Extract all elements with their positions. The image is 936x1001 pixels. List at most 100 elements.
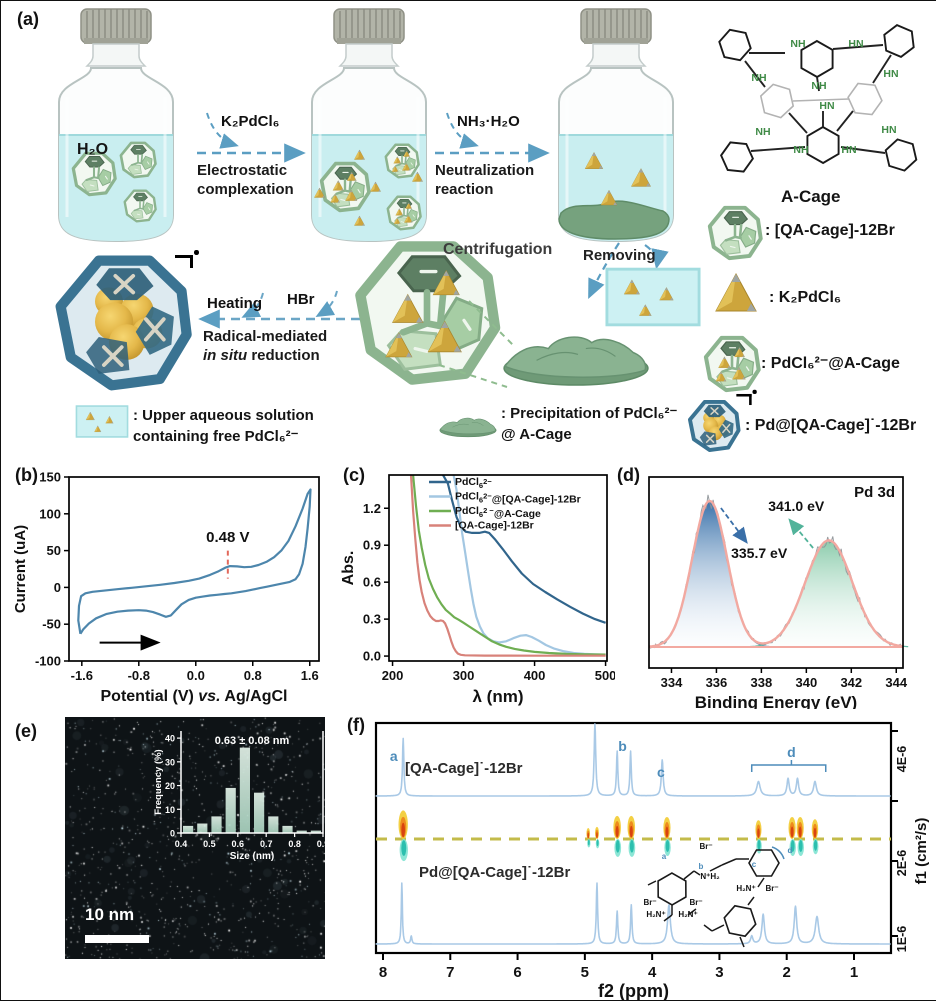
step2-name: Neutralization reaction — [435, 162, 535, 198]
cv-chart: -100 -50 0 50 100 150 -1.6 -0.8 0.0 0.8 1.6 Current… — [12, 470, 320, 705]
svg-text:Size (nm): Size (nm) — [230, 851, 274, 861]
svg-text:150: 150 — [39, 470, 61, 485]
svg-text:20: 20 — [165, 781, 175, 791]
svg-text:PdCl62−: PdCl62− — [455, 476, 492, 490]
svg-text:200: 200 — [382, 668, 404, 683]
svg-text:H₂N⁺: H₂N⁺ — [646, 910, 665, 919]
svg-text:-100: -100 — [35, 654, 61, 669]
svg-text:334: 334 — [661, 675, 683, 690]
legend-item-pd-cage: : Pd@[QA-Cage]˙-12Br — [745, 417, 917, 434]
svg-text:Potential (V) vs. Ag/AgCl: Potential (V) vs. Ag/AgCl — [101, 688, 288, 705]
size-histogram: 0 10 20 30 40 0.4 0.5 0.6 0.7 0.8 0.9 0.63 ± 0.08 n… — [153, 731, 329, 861]
svg-text:NH: NH — [793, 144, 808, 156]
svg-text:NH: NH — [811, 80, 826, 92]
molecule-inset: a b c d Br⁻ Br⁻ Br⁻ Br⁻ N⁺H₂ H₂N⁺ H₂N⁺ H₂N⁺ — [643, 842, 793, 948]
svg-text:Br⁻: Br⁻ — [765, 884, 778, 893]
svg-text:H₂N⁺: H₂N⁺ — [678, 910, 697, 919]
svg-text:NH: NH — [790, 38, 805, 50]
removing-arrow — [644, 244, 669, 270]
svg-text:b: b — [699, 862, 704, 871]
svg-text:PdCl62 −@A-Cage: PdCl62 −@A-Cage — [455, 505, 541, 520]
svg-text:0.8: 0.8 — [244, 668, 262, 683]
panel-a-label: (a) — [17, 9, 39, 29]
svg-text:0.8: 0.8 — [288, 839, 301, 849]
pd-cage-icon — [61, 261, 187, 386]
svg-text:HN: HN — [883, 68, 898, 80]
svg-text:0.63 ± 0.08 nm: 0.63 ± 0.08 nm — [215, 735, 290, 747]
panel-c-label: (c) — [343, 465, 365, 485]
legend-precipitate-icon — [439, 417, 497, 438]
svg-text:500: 500 — [595, 668, 615, 683]
legend-pdcl6-acage-icon — [706, 338, 759, 390]
svg-text:HN: HN — [848, 38, 863, 50]
h2o-label: H₂O — [77, 141, 109, 158]
svg-text:0.48 V: 0.48 V — [206, 529, 249, 546]
legend-qa-cage-icon — [707, 205, 763, 261]
radical-symbol — [736, 389, 757, 406]
legend-item-solution: : Upper aqueous solution containing free… — [133, 407, 314, 445]
svg-text:100: 100 — [39, 506, 61, 521]
svg-text:HN: HN — [841, 144, 856, 156]
svg-text:400: 400 — [524, 668, 546, 683]
svg-text:4E-6: 4E-6 — [895, 746, 909, 772]
svg-text:0.4: 0.4 — [175, 839, 188, 849]
svg-text:d: d — [788, 846, 793, 855]
svg-text:0.9: 0.9 — [363, 538, 381, 553]
svg-text:4: 4 — [648, 964, 657, 981]
cage-with-pdcl6-icon — [322, 164, 369, 211]
svg-text:2: 2 — [783, 964, 791, 981]
removed-solution-box — [607, 269, 699, 325]
svg-text:HN: HN — [881, 124, 896, 136]
legend-k2pdcl6-icon — [715, 273, 757, 312]
svg-text:0.9: 0.9 — [317, 839, 329, 849]
svg-text:-50: -50 — [42, 617, 61, 632]
svg-text:N⁺H₂: N⁺H₂ — [700, 872, 720, 881]
svg-text:0.0: 0.0 — [187, 668, 205, 683]
legend-item-precipitate: : Precipitation of PdCl₆²⁻ @ A-Cage — [501, 405, 678, 443]
scalebar — [85, 935, 149, 943]
svg-text:HN: HN — [819, 100, 834, 112]
svg-text:0.7: 0.7 — [260, 839, 273, 849]
svg-text:0.6: 0.6 — [232, 839, 245, 849]
legend-item-pdcl6-acage: : PdCl₆²⁻@A-Cage — [761, 355, 900, 372]
svg-text:NH: NH — [751, 72, 766, 84]
qa-cage-icon — [123, 189, 157, 223]
svg-text:-0.8: -0.8 — [128, 668, 150, 683]
step1-reagent: K₂PdCl₆ — [221, 113, 280, 130]
heating-label: Heating — [207, 295, 263, 312]
svg-text:342: 342 — [840, 675, 862, 690]
step3-name: Radical-mediated in situ reduction — [203, 328, 328, 364]
legend-solution-icon — [76, 406, 127, 437]
svg-text:40: 40 — [165, 734, 175, 744]
svg-text:PdCl62−@[QA-Cage]-12Br: PdCl62−@[QA-Cage]-12Br — [455, 491, 581, 506]
svg-text:2E-6: 2E-6 — [895, 850, 909, 876]
radical-symbol — [175, 250, 199, 268]
legend-item-qa-cage: : [QA-Cage]-12Br — [765, 222, 895, 239]
svg-text:7: 7 — [446, 964, 454, 981]
svg-text:-1.6: -1.6 — [71, 668, 93, 683]
svg-text:0.3: 0.3 — [363, 612, 381, 627]
panel-e-label: (e) — [15, 721, 37, 741]
svg-text:1: 1 — [850, 964, 858, 981]
qa-cage-icon — [71, 151, 117, 197]
centrifugation-label: Centrifugation — [443, 241, 553, 258]
svg-text:a: a — [662, 852, 667, 861]
svg-text:1.2: 1.2 — [363, 501, 381, 516]
svg-text:Binding Energy (eV): Binding Energy (eV) — [695, 693, 857, 709]
a-cage-structure: NH HN NH HN NH HN NH HN NH HN — [718, 24, 918, 173]
svg-text:340: 340 — [795, 675, 817, 690]
svg-text:[QA-Cage]˙-12Br: [QA-Cage]˙-12Br — [405, 760, 523, 777]
cage-with-pdcl6-icon — [388, 197, 421, 229]
panel-d-label: (d) — [617, 465, 640, 485]
step2-reagent: NH₃·H₂O — [457, 113, 520, 130]
svg-text:Pd 3d: Pd 3d — [854, 484, 895, 501]
svg-text:50: 50 — [47, 543, 61, 558]
svg-text:c: c — [657, 764, 665, 780]
svg-text:341.0 eV: 341.0 eV — [768, 498, 825, 514]
legend-pd-cage-icon — [687, 399, 741, 453]
svg-text:f2 (ppm): f2 (ppm) — [598, 981, 669, 1000]
svg-text:0: 0 — [170, 829, 175, 839]
tem-image — [65, 717, 325, 959]
svg-text:Br⁻: Br⁻ — [699, 842, 712, 851]
